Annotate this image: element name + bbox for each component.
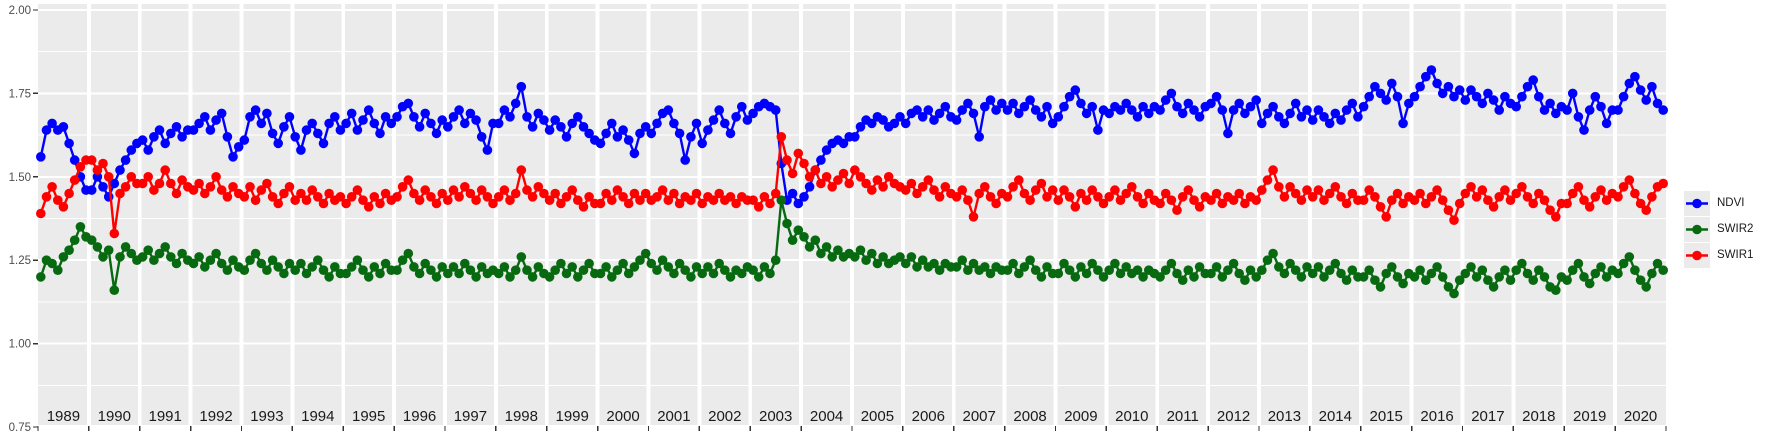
year-label-2009: 2009: [1064, 408, 1097, 425]
year-label-2006: 2006: [912, 408, 945, 425]
year-label-1996: 1996: [403, 408, 436, 425]
year-label-2003: 2003: [759, 408, 792, 425]
legend-key-ndvi-icon: [1684, 190, 1710, 216]
year-label-1998: 1998: [505, 408, 538, 425]
legend-item-swir1: SWIR1: [1684, 242, 1753, 268]
series-swir1: [36, 132, 1668, 239]
year-label-2019: 2019: [1573, 408, 1606, 425]
legend-item-ndvi: NDVI: [1684, 190, 1753, 216]
year-label-2018: 2018: [1522, 408, 1555, 425]
year-label-1995: 1995: [352, 408, 385, 425]
y-tick-label-0.75: 0.75: [9, 422, 31, 434]
legend-key-swir1-icon: [1684, 242, 1710, 268]
y-axis: 2.00 1.75 1.50 1.25 1.00 0.75: [9, 5, 38, 434]
year-label-1994: 1994: [301, 408, 334, 425]
year-label-1989: 1989: [47, 408, 80, 425]
year-label-1990: 1990: [98, 408, 131, 425]
year-label-2010: 2010: [1115, 408, 1148, 425]
legend-label-swir1: SWIR1: [1717, 249, 1754, 261]
x-axis-ticks: [37, 426, 1667, 431]
legend-key-swir2-icon: [1684, 216, 1710, 242]
year-label-2013: 2013: [1268, 408, 1301, 425]
y-tick-label-1.75: 1.75: [9, 88, 31, 100]
year-label-2002: 2002: [708, 408, 741, 425]
legend-label-ndvi: NDVI: [1717, 197, 1745, 209]
year-label-1997: 1997: [454, 408, 487, 425]
y-tick-label-2.00: 2.00: [9, 5, 31, 17]
y-tick-label-1.00: 1.00: [9, 339, 31, 351]
year-label-2004: 2004: [810, 408, 843, 425]
y-tick-label-1.50: 1.50: [9, 172, 31, 184]
year-label-1999: 1999: [556, 408, 589, 425]
year-label-1991: 1991: [149, 408, 182, 425]
year-separators: [86, 4, 1618, 425]
year-label-2017: 2017: [1471, 408, 1504, 425]
series-swir2: [36, 195, 1668, 299]
legend: NDVI SWIR2 SWIR1: [1684, 190, 1753, 268]
year-label-2016: 2016: [1420, 408, 1453, 425]
year-label-1993: 1993: [250, 408, 283, 425]
year-label-2007: 2007: [963, 408, 996, 425]
year-label-2011: 2011: [1167, 408, 1199, 425]
year-label-2012: 2012: [1217, 408, 1250, 425]
year-label-2008: 2008: [1013, 408, 1046, 425]
series-ndvi: [36, 65, 1668, 209]
year-label-2014: 2014: [1319, 408, 1352, 425]
y-tick-label-1.25: 1.25: [9, 255, 31, 267]
legend-label-swir2: SWIR2: [1717, 223, 1754, 235]
year-label-2005: 2005: [861, 408, 894, 425]
year-label-2001: 2001: [657, 408, 690, 425]
year-label-2020: 2020: [1624, 408, 1657, 425]
year-label-2015: 2015: [1370, 408, 1403, 425]
year-label-2000: 2000: [606, 408, 639, 425]
x-axis-year-labels: 1989 1990 1991 1992 1993 1994 1995 1996 1997 1998…: [47, 408, 1658, 425]
legend-item-swir2: SWIR2: [1684, 216, 1753, 242]
year-label-1992: 1992: [199, 408, 232, 425]
